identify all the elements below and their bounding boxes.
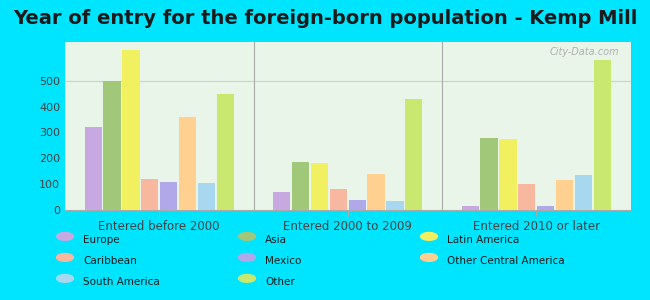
- Text: Europe: Europe: [83, 235, 120, 245]
- Bar: [141, 179, 159, 210]
- Bar: [216, 94, 234, 210]
- Bar: [103, 81, 121, 210]
- Bar: [367, 174, 385, 210]
- Text: City-Data.com: City-Data.com: [549, 47, 619, 57]
- Text: Year of entry for the foreign-born population - Kemp Mill: Year of entry for the foreign-born popul…: [13, 9, 637, 28]
- Bar: [122, 50, 140, 210]
- Bar: [537, 206, 554, 210]
- Text: South America: South America: [83, 277, 160, 287]
- Bar: [480, 138, 498, 210]
- Bar: [179, 117, 196, 210]
- Bar: [198, 183, 215, 210]
- Text: Other: Other: [265, 277, 295, 287]
- Bar: [386, 201, 404, 210]
- Bar: [273, 192, 291, 210]
- Bar: [462, 206, 479, 210]
- Bar: [556, 180, 573, 210]
- Text: Caribbean: Caribbean: [83, 256, 137, 266]
- Text: Asia: Asia: [265, 235, 287, 245]
- Bar: [84, 127, 102, 210]
- Bar: [311, 164, 328, 210]
- Bar: [330, 189, 347, 210]
- Bar: [348, 200, 366, 210]
- Bar: [292, 162, 309, 210]
- Text: Latin America: Latin America: [447, 235, 519, 245]
- Text: Mexico: Mexico: [265, 256, 302, 266]
- Bar: [405, 99, 422, 210]
- Bar: [593, 60, 611, 210]
- Text: Other Central America: Other Central America: [447, 256, 565, 266]
- Bar: [160, 182, 177, 210]
- Bar: [575, 175, 592, 210]
- Bar: [499, 139, 517, 210]
- Bar: [518, 184, 536, 210]
